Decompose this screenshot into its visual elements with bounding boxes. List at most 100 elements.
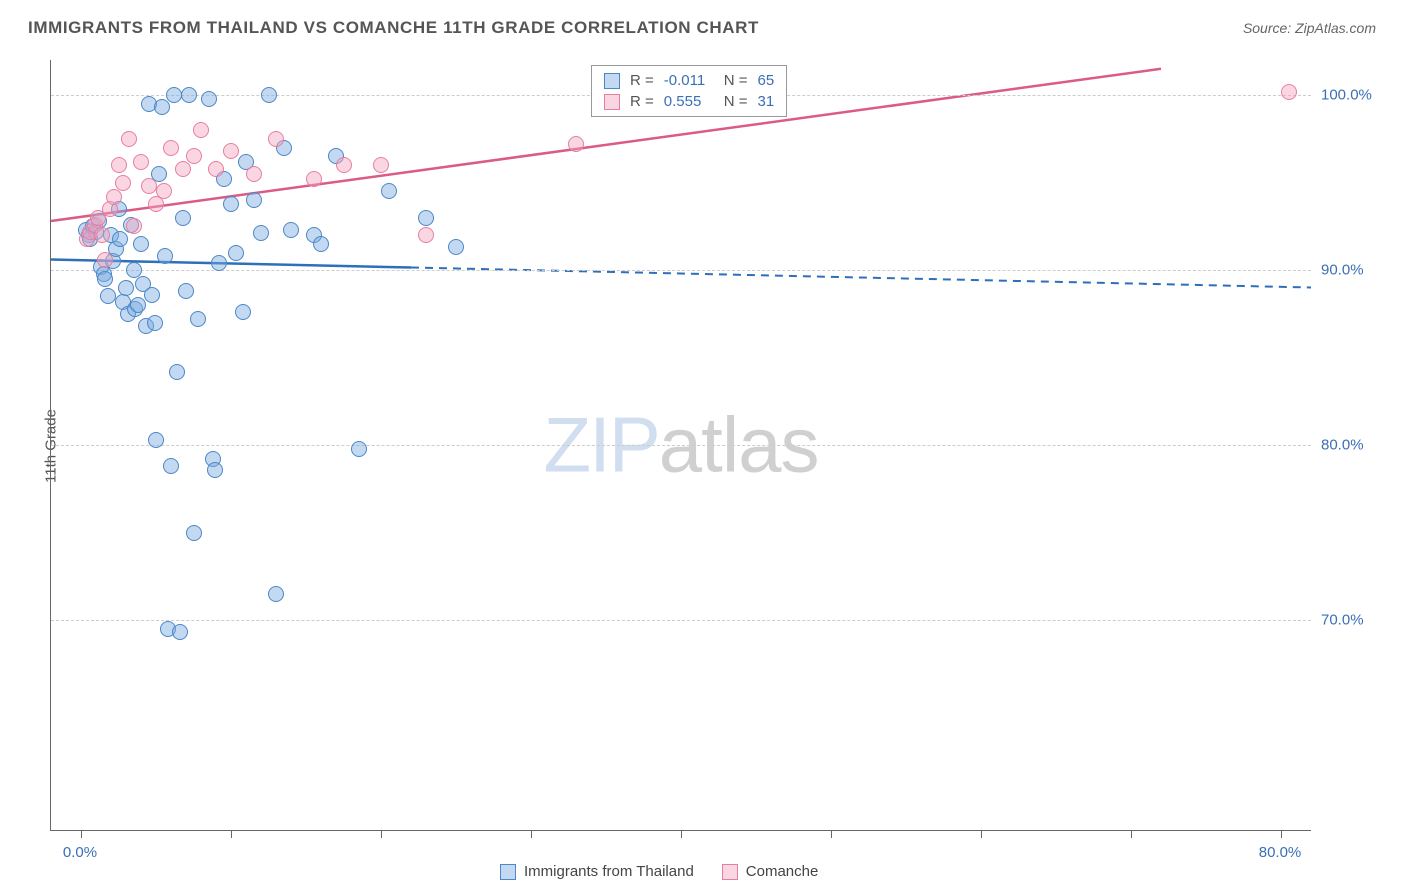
stats-row: R = 0.555 N = 31 [592,91,786,112]
legend-swatch [500,864,516,880]
data-point [118,280,134,296]
x-tick [681,830,682,838]
gridline [51,620,1311,621]
data-point [126,218,142,234]
stat-n-value: 31 [758,93,775,110]
stat-r-value: -0.011 [664,72,714,89]
data-point [111,157,127,173]
stat-n-value: 65 [758,72,775,89]
data-point [223,143,239,159]
data-point [181,87,197,103]
data-point [100,288,116,304]
legend-swatch [604,94,620,110]
y-tick-label: 70.0% [1321,612,1391,629]
data-point [223,196,239,212]
x-tick-label: 80.0% [1259,844,1302,861]
data-point [418,210,434,226]
x-tick [1281,830,1282,838]
data-point [166,87,182,103]
x-tick [981,830,982,838]
data-point [97,271,113,287]
data-point [175,210,191,226]
x-tick-label: 0.0% [63,844,97,861]
x-tick [831,830,832,838]
data-point [336,157,352,173]
data-point [163,140,179,156]
data-point [112,231,128,247]
data-point [186,148,202,164]
x-tick [1131,830,1132,838]
y-tick-label: 80.0% [1321,437,1391,454]
data-point [351,441,367,457]
stat-r-value: 0.555 [664,93,714,110]
data-point [235,304,251,320]
data-point [94,227,110,243]
source-credit: Source: ZipAtlas.com [1243,20,1376,36]
data-point [121,131,137,147]
legend-item: Immigrants from Thailand [500,863,694,880]
data-point [163,458,179,474]
x-tick [231,830,232,838]
data-point [313,236,329,252]
data-point [373,157,389,173]
data-point [178,283,194,299]
data-point [268,131,284,147]
data-point [246,192,262,208]
stat-r-label: R = [630,93,654,110]
data-point [106,189,122,205]
gridline [51,270,1311,271]
gridline [51,445,1311,446]
data-point [1281,84,1297,100]
stat-r-label: R = [630,72,654,89]
y-tick-label: 100.0% [1321,87,1391,104]
data-point [381,183,397,199]
stats-legend-box: R = -0.011 N = 65 R = 0.555 N = 31 [591,65,787,117]
data-point [144,287,160,303]
legend-item: Comanche [722,863,819,880]
legend-swatch [604,73,620,89]
data-point [97,252,113,268]
y-tick-label: 90.0% [1321,262,1391,279]
data-point [193,122,209,138]
data-point [261,87,277,103]
data-point [130,297,146,313]
chart-title: IMMIGRANTS FROM THAILAND VS COMANCHE 11T… [28,18,759,38]
data-point [172,624,188,640]
legend-label: Comanche [746,863,819,880]
data-point [207,462,223,478]
data-point [133,154,149,170]
data-point [141,178,157,194]
plot-area: ZIPatlas 70.0%80.0%90.0%100.0%R =-0.011N… [50,60,1311,831]
data-point [418,227,434,243]
data-point [306,171,322,187]
data-point [169,364,185,380]
data-point [157,248,173,264]
data-point [228,245,244,261]
bottom-legend: Immigrants from Thailand Comanche [500,863,818,880]
data-point [190,311,206,327]
data-point [211,255,227,271]
data-point [156,183,172,199]
data-point [208,161,224,177]
x-tick [531,830,532,838]
data-point [201,91,217,107]
data-point [186,525,202,541]
legend-swatch [722,864,738,880]
data-point [253,225,269,241]
data-point [283,222,299,238]
data-point [115,175,131,191]
stats-row: R = -0.011 N = 65 [592,70,786,91]
stat-n-label: N = [724,72,748,89]
data-point [147,315,163,331]
data-point [154,99,170,115]
data-point [133,236,149,252]
x-tick [381,830,382,838]
data-point [246,166,262,182]
legend-label: Immigrants from Thailand [524,863,694,880]
data-point [448,239,464,255]
x-tick [81,830,82,838]
data-point [148,432,164,448]
data-point [568,136,584,152]
data-point [268,586,284,602]
stat-n-label: N = [724,93,748,110]
